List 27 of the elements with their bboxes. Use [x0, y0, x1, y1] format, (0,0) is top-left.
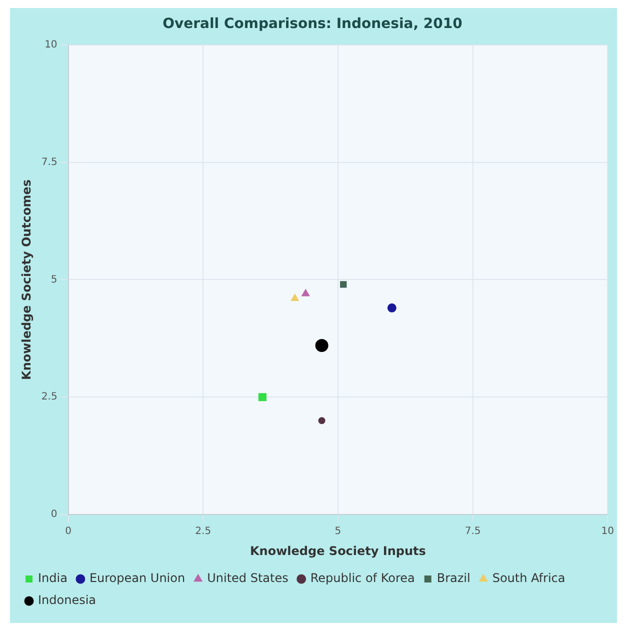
x-axis-title: Knowledge Society Inputs [250, 544, 426, 558]
legend-label: India [38, 571, 68, 586]
legend-label: South Africa [492, 571, 566, 586]
x-tick-label: 5 [334, 526, 342, 538]
legend-label: Indonesia [38, 593, 96, 608]
y-tick-label: 0 [50, 509, 58, 520]
legend-label: European Union [89, 571, 186, 586]
y-axis-title: Knowledge Society Outcomes [19, 179, 34, 380]
point [387, 303, 396, 312]
point [302, 289, 310, 296]
y-tick-label: 5 [50, 274, 58, 286]
y-tick-label: 2.5 [41, 392, 58, 403]
y-tick-label: 7.5 [41, 156, 58, 168]
point [315, 338, 328, 352]
x-tick-label: 2.5 [195, 526, 212, 538]
chart-title: Overall Comparisons: Indonesia, 2010 [162, 16, 463, 32]
x-tick-label: 7.5 [464, 526, 481, 538]
legend-label: United States [207, 571, 288, 586]
x-tick-label: 10 [601, 526, 614, 538]
point [340, 281, 347, 288]
legend-label: Republic of Korea [310, 571, 415, 586]
point [290, 294, 299, 301]
point [258, 393, 266, 402]
legend-label: Brazil [436, 571, 470, 586]
x-tick-label: 0 [65, 526, 72, 538]
y-tick-label: 10 [44, 39, 58, 50]
point [318, 417, 326, 424]
